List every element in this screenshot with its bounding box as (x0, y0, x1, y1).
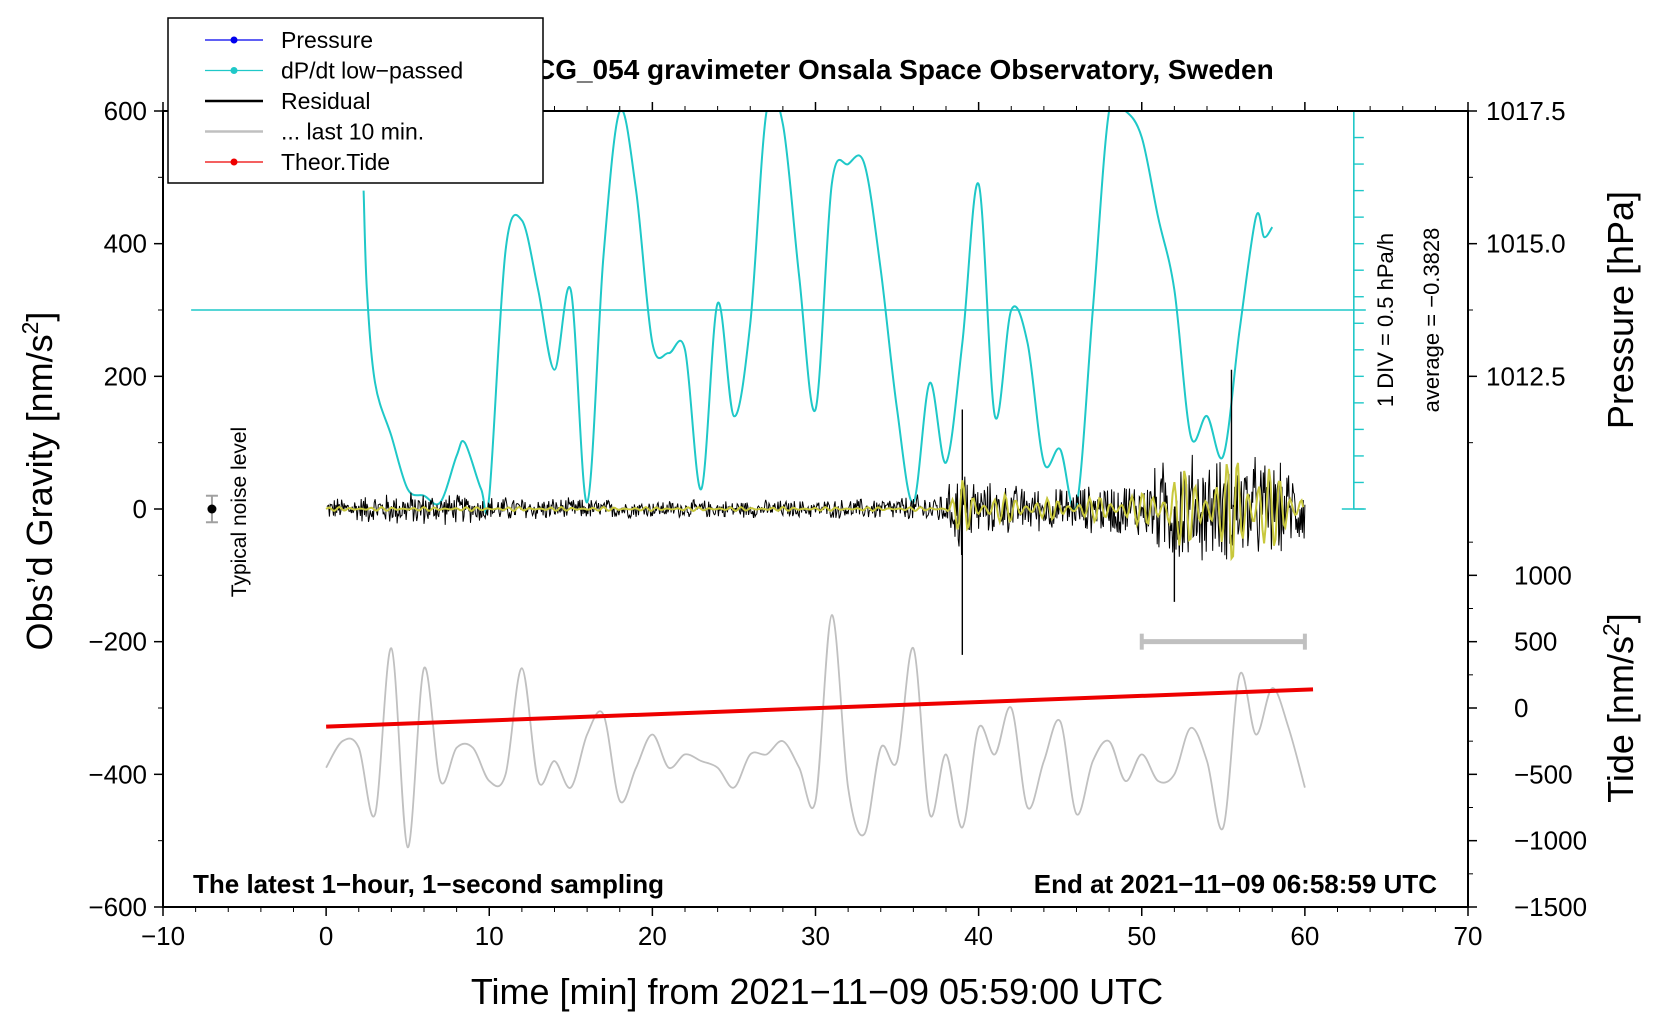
noise-point (207, 504, 217, 514)
x-axis-title: Time [min] from 2021−11−09 05:59:00 UTC (471, 971, 1163, 1012)
y-axis-title-end: ] (19, 312, 60, 322)
legend-marker (230, 67, 238, 74)
y-tick-label: −200 (88, 627, 147, 657)
legend-marker (230, 36, 238, 44)
legend-label: Theor.Tide (281, 149, 390, 175)
note-sampling: The latest 1−hour, 1−second sampling (193, 869, 664, 899)
y-axis-title-sup: 2 (17, 322, 43, 335)
x-tick-label: 10 (475, 921, 504, 951)
y-axis-title: Obs’d Gravity [nm/s2] (17, 312, 60, 651)
chart-title: SCG_054 gravimeter Onsala Space Observat… (516, 54, 1273, 85)
y-tick-label: 600 (104, 96, 147, 126)
x-tick-label: −10 (141, 921, 185, 951)
tide-tick-label: 0 (1514, 693, 1528, 723)
dpdt-average-label: average = −0.3828 (1419, 228, 1444, 413)
tide-axis-title: Tide [nm/s2] (1598, 613, 1641, 803)
residual-low-passed-line (325, 462, 1305, 562)
x-tick-label: 60 (1290, 921, 1319, 951)
tide-tick-label: −500 (1514, 759, 1573, 789)
tide-tick-label: −1500 (1514, 892, 1587, 922)
legend-marker (230, 158, 238, 166)
y-tick-label: −400 (88, 759, 147, 789)
legend-label: ... last 10 min. (281, 119, 424, 145)
noise-level-label: Typical noise level (228, 427, 251, 597)
legend-label: dP/dt low−passed (281, 58, 463, 84)
tide-tick-label: 1000 (1514, 560, 1572, 590)
x-tick-label: 50 (1127, 921, 1156, 951)
pressure-tick-label: 1017.5 (1486, 96, 1566, 126)
legend: Pressure dP/dt low−passed Residual ... last… (167, 17, 544, 184)
tide-axis-title-sup: 2 (1598, 623, 1624, 636)
residual-line (326, 454, 1306, 561)
tide-axis-title-end: ] (1600, 613, 1641, 623)
pressure-tick-label: 1015.0 (1486, 229, 1566, 259)
dpdt-low-passed-line (362, 111, 1274, 515)
x-tick-label: 0 (319, 921, 333, 951)
axes-group: −10 0 10 20 30 40 50 60 70 600 400 200 0 −200 −400 −600… (88, 96, 1587, 951)
pressure-tick-label: 1012.5 (1486, 361, 1566, 391)
note-end-time: End at 2021−11−09 06:58:59 UTC (1034, 869, 1437, 899)
series-group (205, 111, 1314, 849)
y-tick-label: 0 (133, 494, 147, 524)
y-tick-label: −600 (88, 892, 147, 922)
pressure-axis-title: Pressure [hPa] (1600, 191, 1641, 429)
last-10-min-line (325, 614, 1306, 849)
legend-label: Pressure (281, 27, 373, 53)
dpdt-scale-group (191, 110, 1366, 510)
x-tick-label: 30 (801, 921, 830, 951)
tide-tick-label: 500 (1514, 627, 1557, 657)
x-tick-label: 40 (964, 921, 993, 951)
tide-axis-title-main: Tide [nm/s (1600, 636, 1641, 803)
theor-tide-line (326, 687, 1314, 729)
y-tick-label: 400 (104, 229, 147, 259)
y-tick-label: 200 (104, 361, 147, 391)
dpdt-div-label: 1 DIV = 0.5 hPa/h (1373, 233, 1398, 407)
legend-label: Residual (281, 88, 371, 114)
x-tick-label: 70 (1454, 921, 1483, 951)
plot-clip-group (205, 111, 1314, 849)
x-tick-label: 20 (638, 921, 667, 951)
tide-tick-label: −1000 (1514, 826, 1587, 856)
y-axis-title-main: Obs’d Gravity [nm/s (19, 334, 60, 650)
